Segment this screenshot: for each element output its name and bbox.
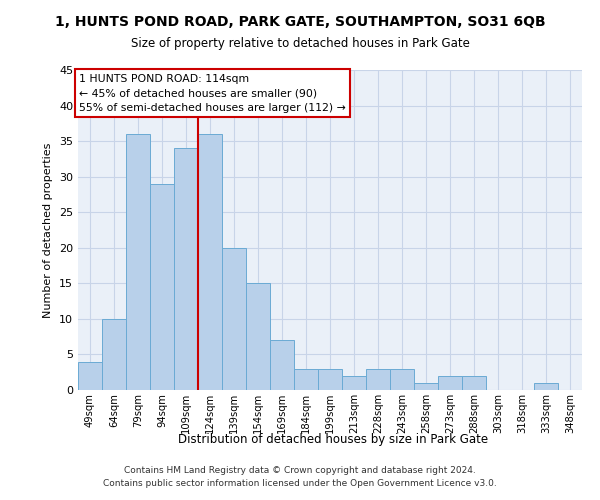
Bar bbox=[390, 368, 414, 390]
Bar bbox=[150, 184, 174, 390]
Bar bbox=[462, 376, 486, 390]
Bar bbox=[78, 362, 102, 390]
Bar bbox=[534, 383, 558, 390]
Bar bbox=[198, 134, 222, 390]
Bar bbox=[126, 134, 150, 390]
Bar bbox=[318, 368, 342, 390]
Bar bbox=[174, 148, 198, 390]
Text: 1 HUNTS POND ROAD: 114sqm
← 45% of detached houses are smaller (90)
55% of semi-: 1 HUNTS POND ROAD: 114sqm ← 45% of detac… bbox=[79, 74, 346, 113]
Bar bbox=[438, 376, 462, 390]
Bar bbox=[102, 319, 126, 390]
Bar bbox=[366, 368, 390, 390]
Bar bbox=[246, 284, 270, 390]
Bar bbox=[294, 368, 318, 390]
Text: Distribution of detached houses by size in Park Gate: Distribution of detached houses by size … bbox=[178, 432, 488, 446]
Bar bbox=[222, 248, 246, 390]
Bar bbox=[342, 376, 366, 390]
Text: Contains HM Land Registry data © Crown copyright and database right 2024.
Contai: Contains HM Land Registry data © Crown c… bbox=[103, 466, 497, 487]
Text: 1, HUNTS POND ROAD, PARK GATE, SOUTHAMPTON, SO31 6QB: 1, HUNTS POND ROAD, PARK GATE, SOUTHAMPT… bbox=[55, 15, 545, 29]
Bar bbox=[414, 383, 438, 390]
Bar bbox=[270, 340, 294, 390]
Y-axis label: Number of detached properties: Number of detached properties bbox=[43, 142, 53, 318]
Text: Size of property relative to detached houses in Park Gate: Size of property relative to detached ho… bbox=[131, 38, 469, 51]
